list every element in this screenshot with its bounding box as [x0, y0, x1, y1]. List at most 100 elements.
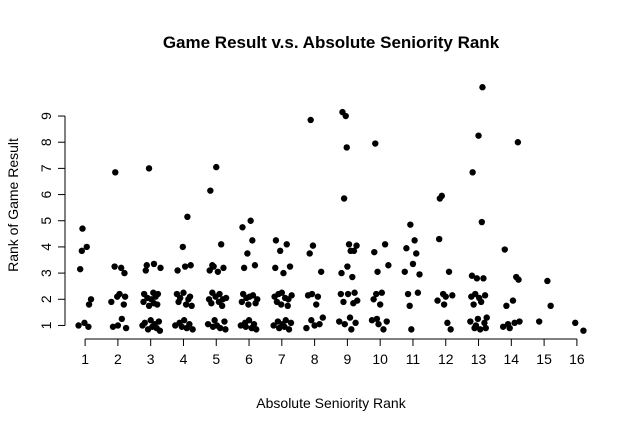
y-tick-label: 2	[38, 295, 54, 303]
data-point	[438, 192, 446, 200]
data-point	[284, 302, 291, 310]
data-point	[117, 264, 125, 272]
data-point	[288, 292, 295, 299]
x-tick-label: 16	[569, 351, 585, 367]
x-tick-label: 11	[406, 351, 421, 367]
data-point	[208, 300, 215, 307]
x-tick-label: 13	[471, 351, 487, 367]
data-points	[75, 84, 587, 334]
data-point	[187, 262, 194, 269]
data-point	[319, 314, 327, 321]
data-point	[346, 314, 354, 321]
data-point	[340, 195, 348, 202]
data-point	[286, 263, 294, 270]
y-tick-label: 1	[38, 321, 54, 329]
data-point	[408, 326, 415, 333]
data-point	[480, 275, 487, 282]
data-point	[313, 301, 320, 308]
data-point	[404, 290, 412, 298]
data-point	[186, 320, 193, 328]
data-point	[440, 301, 448, 308]
data-point	[78, 247, 86, 255]
data-point	[180, 317, 188, 324]
data-point	[121, 293, 129, 300]
data-point	[81, 319, 88, 327]
data-point	[245, 301, 252, 308]
data-point	[344, 263, 351, 270]
y-tick-label: 3	[38, 269, 54, 277]
data-point	[218, 302, 226, 310]
data-point	[238, 298, 246, 306]
data-point	[435, 235, 443, 243]
data-point	[120, 301, 128, 308]
data-point	[242, 323, 249, 330]
data-point	[338, 269, 345, 277]
data-point	[373, 290, 380, 298]
data-point	[154, 290, 162, 298]
data-point	[272, 237, 280, 244]
data-point	[479, 84, 486, 91]
data-point	[308, 290, 316, 298]
data-point	[156, 327, 164, 334]
y-axis-label: Rank of Game Result	[5, 138, 21, 272]
data-point	[85, 301, 93, 308]
data-point	[181, 263, 189, 270]
data-point	[276, 247, 284, 255]
data-point	[308, 317, 315, 324]
data-point	[250, 320, 258, 328]
data-point	[580, 327, 587, 334]
data-point	[352, 319, 359, 327]
data-point	[372, 140, 379, 147]
data-point	[306, 250, 313, 257]
data-point	[87, 296, 95, 303]
data-point	[309, 242, 317, 249]
data-point	[376, 301, 384, 308]
data-point	[157, 264, 164, 272]
data-point	[401, 268, 408, 275]
data-point	[468, 272, 476, 279]
data-point	[503, 302, 510, 310]
data-point	[409, 260, 417, 268]
data-point	[116, 290, 123, 298]
data-point	[150, 260, 158, 268]
data-point	[207, 187, 214, 194]
data-point	[354, 297, 361, 304]
data-point	[470, 301, 477, 308]
data-point	[184, 213, 191, 221]
data-point	[143, 262, 150, 269]
data-point	[278, 289, 286, 296]
data-point	[514, 139, 522, 146]
data-point	[221, 318, 228, 325]
data-point	[474, 315, 482, 323]
data-point	[535, 318, 543, 325]
data-point	[353, 242, 360, 249]
data-point	[145, 302, 153, 310]
data-point	[217, 241, 225, 248]
x-axis: 1 2 3 4 5 6 7 8 9 10 11 12 13 14 15 16	[81, 338, 585, 367]
data-point	[350, 247, 358, 255]
data-point	[371, 248, 378, 256]
data-point	[179, 243, 187, 251]
data-point	[108, 298, 115, 306]
data-point	[483, 314, 490, 321]
data-point	[445, 268, 453, 275]
y-axis: 1 2 3 4 5 6 7 8 9	[38, 112, 66, 329]
data-point	[344, 290, 352, 298]
data-point	[413, 250, 420, 257]
data-point	[222, 326, 229, 333]
data-point	[544, 277, 551, 285]
x-tick-label: 7	[278, 351, 286, 367]
data-point	[287, 319, 295, 327]
data-point	[316, 320, 323, 328]
data-point	[249, 292, 257, 299]
data-point	[147, 317, 154, 324]
data-point	[272, 264, 279, 272]
data-point	[142, 267, 149, 274]
data-point	[482, 324, 489, 332]
data-point	[247, 217, 254, 224]
x-tick-label: 15	[536, 351, 552, 367]
data-point	[481, 319, 488, 327]
data-point	[411, 237, 418, 244]
data-point	[375, 320, 382, 328]
